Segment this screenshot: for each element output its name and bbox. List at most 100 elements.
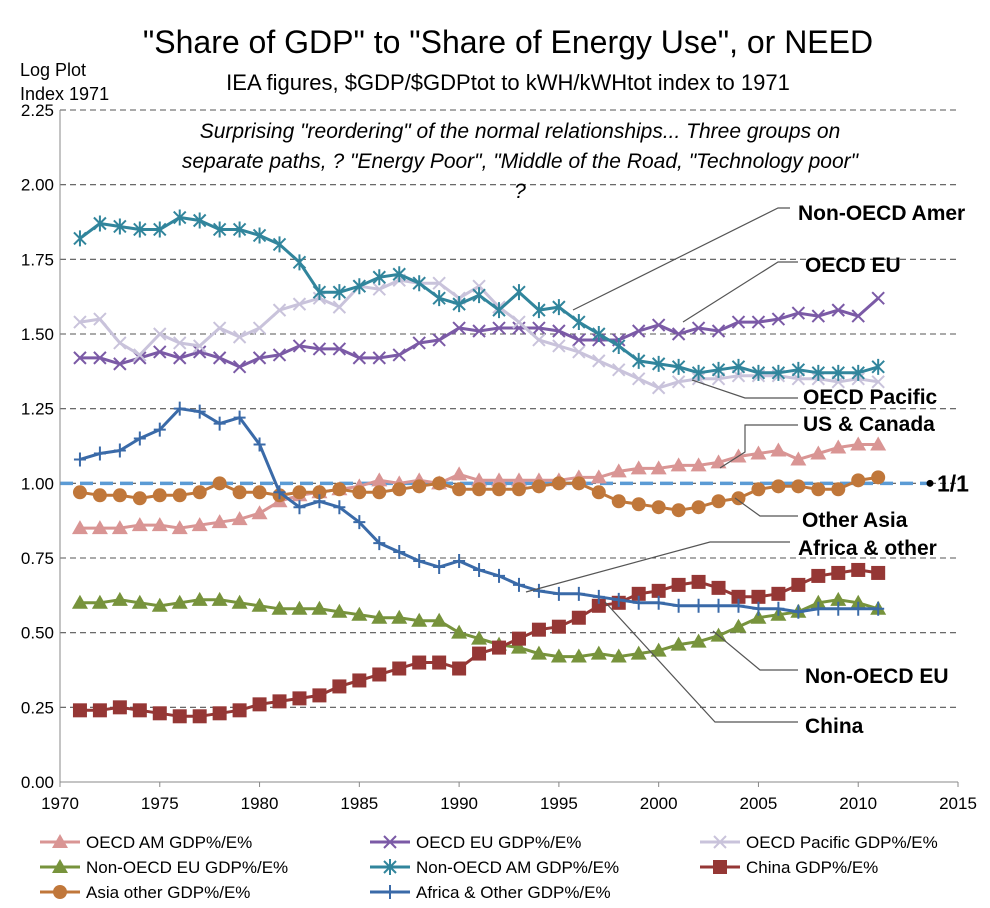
series-5-point bbox=[851, 562, 866, 577]
series-4-point bbox=[372, 269, 386, 286]
series-4-point bbox=[133, 221, 147, 238]
callout-layer: Non-OECD Amer OECD EU OECD Pacific US & Can… bbox=[525, 202, 965, 738]
series-4-point bbox=[412, 275, 426, 292]
series-7-point bbox=[493, 568, 506, 583]
series-2-point bbox=[153, 327, 167, 341]
series-7-point bbox=[672, 598, 685, 613]
y-tick-label: 0.50 bbox=[21, 624, 54, 643]
series-2-point bbox=[332, 300, 347, 314]
series-6-point bbox=[731, 491, 746, 506]
series-7-point bbox=[652, 595, 665, 610]
series-7-point bbox=[293, 500, 306, 515]
series-7-point bbox=[512, 577, 525, 592]
series-6-point bbox=[332, 482, 347, 497]
series-3-point bbox=[331, 603, 348, 618]
series-4-point bbox=[731, 358, 746, 375]
series-0-point bbox=[171, 520, 188, 535]
series-4-point bbox=[272, 236, 287, 253]
series-4-point bbox=[592, 326, 606, 342]
series-6-point bbox=[691, 500, 706, 515]
y-tick-label: 1.50 bbox=[21, 325, 54, 344]
series-0-point bbox=[111, 520, 128, 535]
series-1-point bbox=[671, 327, 686, 341]
series-7-point bbox=[612, 592, 625, 607]
legend-item-7: Africa & Other GDP%/E% bbox=[370, 883, 611, 902]
series-1-point bbox=[392, 348, 406, 362]
series-0-point bbox=[750, 445, 767, 460]
series-0-point bbox=[810, 445, 827, 460]
legend-label: Non-OECD AM GDP%/E% bbox=[416, 858, 619, 877]
annotation-line-2: separate paths, ? "Energy Poor", "Middle… bbox=[182, 150, 860, 173]
series-4-point bbox=[192, 212, 207, 229]
series-5-point bbox=[392, 661, 407, 676]
series-3-point bbox=[71, 594, 88, 609]
series-6-point bbox=[112, 488, 127, 503]
series-7-point bbox=[333, 500, 346, 515]
series-4-point bbox=[572, 314, 586, 331]
series-6-point bbox=[412, 479, 427, 494]
series-7-point bbox=[193, 404, 206, 419]
legend-item-5: China GDP%/E% bbox=[700, 858, 878, 877]
series-3-point bbox=[730, 618, 747, 633]
series-7-point bbox=[473, 562, 486, 577]
series-2-point bbox=[292, 297, 307, 311]
series-2-point bbox=[252, 321, 267, 335]
series-7-point bbox=[832, 601, 845, 616]
series-7-point bbox=[393, 545, 406, 560]
series-4-point bbox=[651, 355, 666, 372]
series-7 bbox=[73, 401, 885, 619]
series-6-point bbox=[671, 503, 686, 518]
series-0-point bbox=[251, 505, 268, 520]
series-2-point bbox=[212, 321, 227, 335]
series-2-point bbox=[73, 315, 87, 329]
series-3-point bbox=[111, 591, 128, 606]
x-tick-label: 1990 bbox=[440, 794, 478, 813]
series-7-point bbox=[712, 598, 725, 613]
series-5-point bbox=[871, 565, 886, 580]
series-1-point bbox=[113, 357, 127, 371]
legend-label: OECD EU GDP%/E% bbox=[416, 833, 581, 852]
series-2-point bbox=[173, 336, 187, 350]
y-tick-label: 0.75 bbox=[21, 549, 54, 568]
series-4-point bbox=[312, 284, 327, 301]
series-2-point bbox=[432, 276, 446, 290]
series-2-point bbox=[232, 330, 247, 344]
series-0-point bbox=[91, 520, 108, 535]
series-1-point bbox=[711, 324, 726, 338]
series-4-point bbox=[332, 284, 347, 301]
series-5-point bbox=[571, 610, 586, 625]
series-layer bbox=[71, 209, 887, 724]
series-3-point bbox=[690, 633, 707, 648]
series-2-point bbox=[592, 354, 606, 368]
series-3-point bbox=[510, 639, 527, 654]
series-5-point bbox=[472, 646, 487, 661]
legend-label: Asia other GDP%/E% bbox=[86, 883, 250, 902]
callout-leader-6 bbox=[712, 630, 798, 671]
series-3-point bbox=[610, 648, 627, 663]
series-7-point bbox=[313, 494, 326, 509]
series-7-point bbox=[153, 422, 166, 437]
series-5-point bbox=[531, 622, 546, 637]
series-5-point bbox=[791, 577, 806, 592]
series-4-point bbox=[751, 364, 766, 381]
callout-label-oecd-eu: OECD EU bbox=[805, 254, 901, 277]
legend-item-4: Non-OECD AM GDP%/E% bbox=[370, 858, 619, 877]
series-6-point bbox=[172, 488, 187, 503]
series-0-point bbox=[371, 472, 388, 487]
series-0-point bbox=[790, 451, 807, 466]
legend-item-1: OECD EU GDP%/E% bbox=[370, 833, 581, 852]
series-6-point bbox=[611, 494, 626, 509]
series-2-point bbox=[133, 348, 147, 362]
callout-leader-5 bbox=[525, 541, 790, 593]
series-5-point bbox=[412, 655, 427, 670]
series-0-point bbox=[610, 463, 627, 478]
series-1-point bbox=[691, 321, 706, 335]
legend-label: OECD Pacific GDP%/E% bbox=[746, 833, 938, 852]
series-5-point bbox=[192, 709, 207, 724]
series-1-point bbox=[472, 324, 486, 338]
series-2-point bbox=[671, 375, 686, 389]
series-3-point bbox=[231, 594, 248, 609]
callout-leader-1 bbox=[682, 261, 798, 323]
series-1-point bbox=[532, 321, 546, 335]
